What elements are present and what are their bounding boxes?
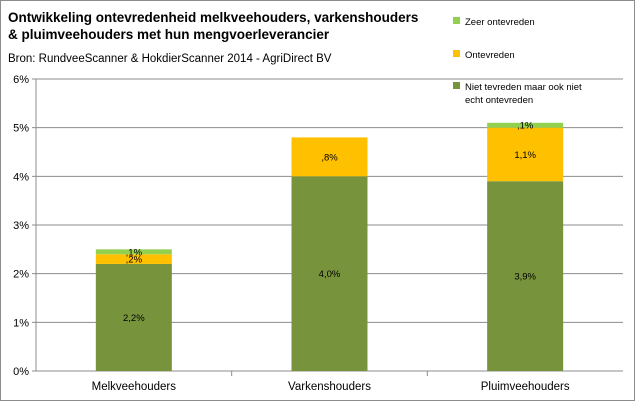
legend-swatch [453, 82, 460, 89]
data-label: 1,1% [514, 150, 536, 161]
legend-swatch [453, 17, 460, 24]
bar-segment [95, 263, 172, 371]
data-label: ,2% [126, 255, 143, 266]
legend-swatch [453, 50, 460, 57]
legend: Zeer ontevreden Ontevreden Niet tevreden m… [453, 17, 582, 106]
x-tick-label: Varkenshouders [288, 381, 371, 393]
legend-entry: Zeer ontevreden [465, 17, 535, 28]
legend-entry: Ontevreden [465, 50, 515, 61]
bar-segment [487, 122, 564, 128]
x-tick-label: Pluimveehouders [481, 381, 570, 393]
y-tick-label: 0% [13, 366, 29, 378]
y-tick-label: 4% [13, 171, 29, 183]
x-tick-label: Melkveehouders [92, 381, 177, 393]
bar-segment [487, 181, 564, 371]
y-tick-label: 2% [13, 269, 29, 281]
bar-segment [291, 137, 368, 177]
data-label: ,8% [321, 152, 338, 163]
data-label: ,1% [517, 121, 534, 132]
chart-subtitle: Bron: RundveeScanner & HokdierScanner 20… [8, 53, 332, 65]
y-tick-label: 1% [13, 317, 29, 329]
data-label: 4,0% [319, 269, 341, 280]
bar-segment [291, 176, 368, 371]
bar-segment [487, 127, 564, 182]
chart-title: Ontwikkeling ontevredenheid melkveehoude… [8, 10, 419, 42]
legend-entry: Niet tevreden maar ook niet echt ontevred… [465, 82, 582, 106]
bar-segment [95, 254, 172, 264]
data-label: 3,9% [514, 272, 536, 283]
y-tick-label: 3% [13, 220, 29, 232]
bar-segment [95, 249, 172, 255]
bars [95, 122, 564, 371]
data-label: ,1% [126, 247, 143, 258]
y-tick-label: 6% [13, 74, 29, 86]
y-tick-label: 5% [13, 123, 29, 135]
data-labels: 2,2%,2%,1%4,0%,8%3,9%1,1%,1% [123, 121, 537, 324]
data-label: 2,2% [123, 313, 145, 324]
